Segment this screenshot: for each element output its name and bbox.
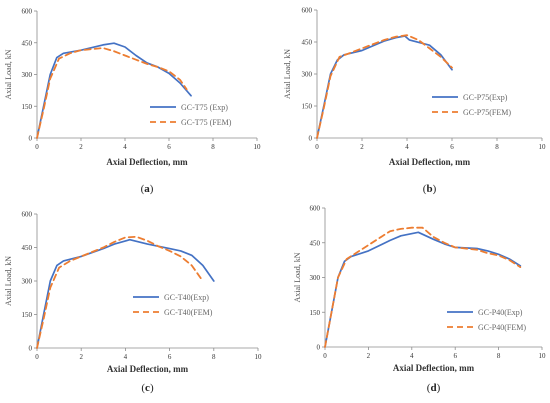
x-tick-label: 4	[124, 353, 128, 361]
legend-label: GC-P75(FEM)	[463, 108, 511, 117]
series-line-fem	[36, 235, 204, 349]
y-tick-label: 0	[29, 345, 33, 353]
y-tick-label: 600	[22, 211, 33, 219]
legend-label: GC-T40(FEM)	[164, 308, 213, 317]
y-axis-label: Axial Load, kN	[293, 252, 302, 302]
legend-label: GC-T75 (Exp)	[181, 103, 228, 112]
x-tick-label: 6	[168, 353, 172, 361]
x-axis-label: Axial Deflection, mm	[106, 157, 188, 167]
legend-label: GC-P40(Exp)	[478, 308, 523, 317]
x-tick-label: 10	[255, 353, 263, 361]
panel-label: (c)	[141, 382, 154, 394]
y-tick-label: 300	[310, 274, 321, 282]
x-tick-label: 8	[211, 143, 215, 151]
y-tick-label: 450	[22, 244, 33, 252]
series-line-exp	[36, 42, 192, 139]
y-tick-label: 150	[22, 311, 33, 319]
x-tick-label: 8	[495, 143, 499, 151]
x-tick-label: 6	[167, 143, 171, 151]
panel-label: (d)	[427, 382, 441, 394]
legend-label: GC-P40(FEM)	[478, 323, 526, 332]
y-tick-label: 300	[22, 71, 33, 79]
y-tick-label: 0	[309, 135, 313, 143]
x-tick-label: 0	[35, 353, 39, 361]
x-tick-label: 2	[360, 143, 364, 151]
x-tick-label: 0	[323, 352, 327, 360]
x-axis-label: Axial Deflection, mm	[389, 157, 471, 167]
y-tick-label: 600	[310, 205, 321, 213]
y-axis-label: Axial Load, kN	[4, 49, 13, 99]
legend-label: GC-P75(Exp)	[463, 93, 508, 102]
chart-panel-c: 0 2 4 6 8 10 0 150 300 450 600 Axial Deflection, mm…	[4, 211, 262, 395]
chart-panel-d: 0 2 4 6 8 10 0 150 300 450 600 Axial Deflection, mm…	[293, 205, 546, 395]
y-tick-label: 600	[302, 7, 313, 15]
y-tick-label: 300	[302, 71, 313, 79]
series-line-fem	[316, 34, 453, 139]
chart-panel-b: 0 2 4 6 8 10 0 150 300 450 600 Axial Deflection, mm…	[283, 7, 546, 196]
y-tick-label: 150	[302, 103, 313, 111]
panel-label: (b)	[423, 183, 437, 195]
x-tick-label: 2	[367, 352, 371, 360]
y-tick-label: 0	[29, 135, 33, 143]
y-tick-label: 150	[22, 103, 33, 111]
x-tick-label: 4	[405, 143, 409, 151]
y-tick-label: 600	[22, 8, 33, 16]
x-tick-label: 6	[453, 352, 457, 360]
x-tick-label: 0	[35, 143, 39, 151]
x-tick-label: 4	[410, 352, 414, 360]
x-tick-label: 6	[450, 143, 454, 151]
x-tick-label: 4	[123, 143, 127, 151]
y-tick-label: 300	[22, 278, 33, 286]
x-tick-label: 8	[212, 353, 216, 361]
y-tick-label: 150	[310, 309, 321, 317]
y-axis-label: Axial Load, kN	[4, 256, 13, 306]
x-axis-label: Axial Deflection, mm	[393, 363, 475, 373]
x-tick-label: 10	[539, 143, 547, 151]
x-tick-label: 2	[79, 143, 83, 151]
chart-panel-a: 0 2 4 6 8 10 0 150 300 450 600 Axial Deflection, mm…	[4, 8, 261, 196]
x-tick-label: 8	[497, 352, 501, 360]
x-axis-label: Axial Deflection, mm	[107, 364, 189, 374]
x-tick-label: 0	[315, 143, 319, 151]
panel-label: (a)	[141, 183, 154, 195]
y-tick-label: 450	[310, 239, 321, 247]
series-line-fem	[324, 226, 522, 348]
x-tick-label: 10	[254, 143, 262, 151]
y-tick-label: 0	[317, 344, 321, 352]
series-line-exp	[316, 35, 453, 139]
series-line-exp	[36, 238, 215, 349]
legend-label: GC-T40(Exp)	[164, 293, 209, 302]
x-tick-label: 10	[539, 352, 547, 360]
series-line-fem	[36, 47, 188, 139]
y-axis-label: Axial Load, kN	[283, 49, 292, 99]
x-tick-label: 2	[79, 353, 83, 361]
legend-label: GC-T75 (FEM)	[181, 118, 232, 127]
y-tick-label: 450	[302, 39, 313, 47]
y-tick-label: 450	[22, 39, 33, 47]
